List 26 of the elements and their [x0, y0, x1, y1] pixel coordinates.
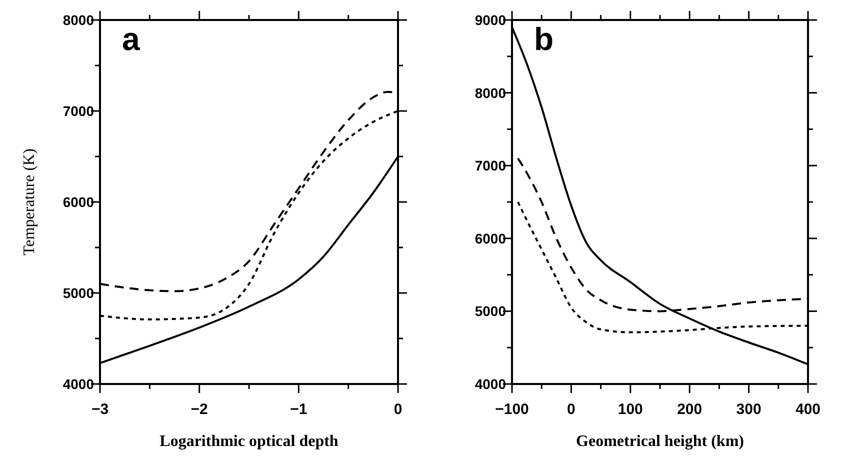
y-tick-label: 6000 — [474, 230, 506, 246]
y-tick-label: 8000 — [62, 12, 94, 28]
chart-title: b — [534, 21, 554, 57]
x-tick-label: −100 — [495, 401, 529, 418]
y-tick-label: 4000 — [474, 376, 506, 392]
x-tick-label: −3 — [91, 401, 109, 418]
x-axis-title: Geometrical height (km) — [576, 433, 744, 450]
y-tick-label: 6000 — [62, 194, 94, 210]
y-axis-title: Temperature (K) — [21, 148, 38, 256]
x-tick-label: 0 — [394, 401, 402, 418]
x-tick-label: 0 — [567, 401, 576, 418]
y-tick-label: 5000 — [62, 285, 94, 301]
x-tick-label: 400 — [795, 401, 821, 418]
x-tick-label: 100 — [618, 401, 643, 418]
y-tick-label: 4000 — [62, 376, 94, 392]
y-tick-label: 9000 — [474, 12, 506, 28]
x-tick-label: −2 — [190, 401, 208, 418]
y-tick-label: 7000 — [62, 103, 94, 119]
chart-title: a — [122, 21, 140, 57]
y-tick-label: 5000 — [474, 303, 506, 320]
y-tick-label: 8000 — [474, 84, 506, 101]
x-tick-label: 300 — [736, 401, 762, 418]
x-tick-label: −1 — [290, 401, 308, 418]
y-tick-label: 7000 — [474, 158, 506, 174]
x-axis-title: Logarithmic optical depth — [160, 433, 338, 450]
x-tick-label: 200 — [677, 401, 702, 418]
